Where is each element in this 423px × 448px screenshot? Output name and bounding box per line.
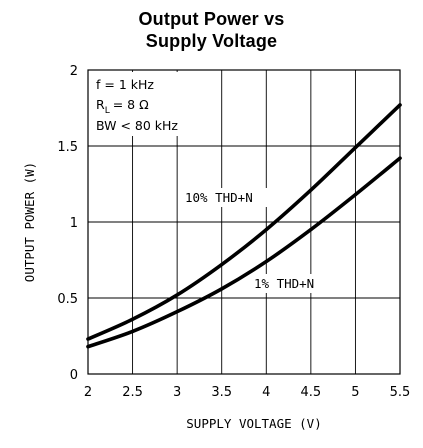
y-tick-label: 1: [70, 216, 78, 231]
data-point: [175, 310, 179, 314]
annotation-load-value: = 8 Ω: [113, 97, 149, 112]
x-tick-label: 2: [84, 385, 92, 400]
annotation-box: [90, 72, 192, 136]
data-point: [309, 188, 313, 192]
data-point: [130, 317, 135, 321]
series-label-10pct-thd: 10% THD+N: [185, 190, 253, 205]
data-point: [264, 259, 268, 264]
x-tick-label: 4.5: [301, 385, 322, 400]
y-tick-label: 1.5: [57, 140, 78, 155]
data-point: [264, 228, 268, 232]
annotation-load-symbol: R: [96, 97, 105, 112]
data-point: [353, 145, 358, 150]
x-tick-label: 3.5: [211, 385, 232, 400]
data-point: [353, 193, 358, 197]
x-axis-label: SUPPLY VOLTAGE (V): [186, 416, 321, 431]
series-label-bg-10pct: [182, 188, 286, 207]
annotation-load: RL = 8 Ω: [96, 97, 149, 116]
y-tick-label: 0.5: [57, 292, 78, 307]
annotation-load-subscript: L: [105, 106, 110, 116]
series-line-10pct-thd: [86, 103, 402, 341]
x-tick-label: 5.5: [390, 385, 411, 400]
data-point: [130, 329, 135, 334]
chart-title-line-2: Supply Voltage: [145, 31, 278, 51]
x-tick-label: 5: [351, 385, 359, 400]
y-tick-label: 0: [70, 368, 78, 383]
series-label-1pct-thd: 1% THD+N: [254, 276, 314, 291]
data-point: [398, 156, 402, 160]
chart-title-line-1: Output Power vs: [138, 9, 285, 29]
data-point: [309, 228, 313, 232]
data-point: [220, 287, 224, 291]
data-point: [86, 345, 90, 349]
x-tick-label: 2.5: [122, 385, 143, 400]
data-point: [220, 262, 224, 267]
x-tick-label: 3: [173, 385, 181, 400]
series-line-1pct-thd: [86, 156, 402, 349]
data-point: [398, 103, 402, 107]
tick-labels: 2 2.5 3 3.5 4 4.5 5 5.5 0 0.5 1 1.5 2: [57, 64, 410, 400]
series-label-bg-1pct: [251, 274, 347, 293]
plot-frame: [87, 69, 401, 375]
x-tick-label: 4: [262, 385, 270, 400]
data-point: [86, 337, 90, 341]
series-layer: [86, 103, 402, 349]
y-tick-label: 2: [70, 64, 78, 79]
annotation-frequency: f = 1 kHz: [96, 77, 154, 92]
data-point: [175, 293, 179, 297]
annotation-bandwidth: BW < 80 kHz: [96, 118, 178, 133]
y-axis-label: OUTPUT POWER (W): [22, 162, 37, 282]
